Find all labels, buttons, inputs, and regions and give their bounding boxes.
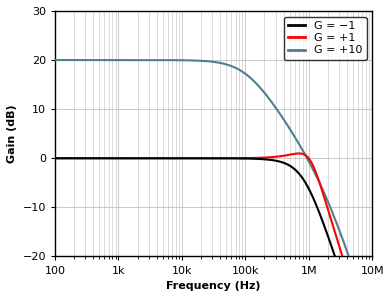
X-axis label: Frequency (Hz): Frequency (Hz): [167, 281, 261, 291]
Y-axis label: Gain (dB): Gain (dB): [7, 104, 17, 163]
Legend: G = −1, G = +1, G = +10: G = −1, G = +1, G = +10: [284, 16, 367, 60]
